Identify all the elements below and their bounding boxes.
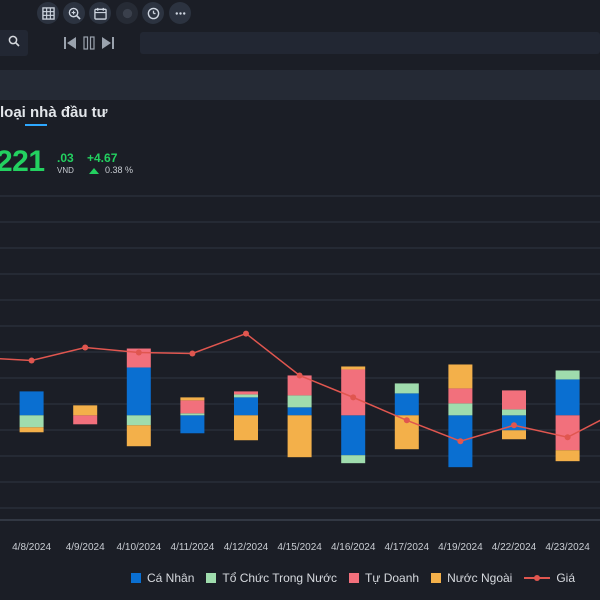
bar-to-chuc — [234, 394, 258, 398]
price-change-percent: 0.38 % — [105, 165, 134, 175]
chart-panel — [0, 100, 600, 600]
bar-to-chuc — [287, 395, 312, 408]
bar-to-chuc — [394, 383, 419, 394]
bar-nuoc-ngoai — [555, 450, 580, 462]
bar-tu-doanh — [341, 369, 366, 416]
bar-tu-doanh — [448, 388, 473, 404]
x-tick-label: 4/12/2024 — [224, 542, 269, 553]
playback-bar — [0, 30, 600, 56]
calendar-icon[interactable] — [89, 2, 111, 24]
price-point — [189, 350, 196, 357]
bar-nuoc-ngoai — [73, 405, 98, 416]
price-point — [135, 349, 142, 356]
bar-nuoc-ngoai — [180, 397, 205, 401]
top-toolbar — [0, 0, 600, 28]
skip-end-icon[interactable] — [100, 34, 116, 52]
price-point — [564, 434, 571, 441]
bar-to-chuc — [448, 403, 473, 416]
price-point — [457, 438, 464, 445]
clock-icon[interactable] — [142, 2, 164, 24]
chart-legend: Cá Nhân Tổ Chức Trong Nước Tự Doanh Nước… — [131, 571, 587, 585]
bar-ca-nhan — [287, 407, 312, 416]
bar-to-chuc — [19, 415, 44, 428]
x-tick-label: 4/17/2024 — [385, 542, 430, 553]
price-point — [296, 372, 303, 379]
x-tick-label: 4/23/2024 — [545, 542, 590, 553]
bar-nuoc-ngoai — [448, 364, 473, 389]
bar-ca-nhan — [394, 393, 419, 416]
price-point — [511, 422, 517, 429]
legend-label: Giá — [556, 571, 576, 585]
x-tick-label: 4/8/2024 — [12, 542, 51, 553]
price-point — [82, 344, 89, 351]
disabled-circle-icon — [116, 2, 138, 24]
bar-to-chuc — [180, 413, 205, 416]
bar-ca-nhan — [19, 391, 44, 416]
legend-item-nuoc-ngoai[interactable]: Nước Ngoài — [431, 571, 512, 585]
legend-swatch-ca-nhan — [131, 573, 141, 583]
legend-swatch-nuoc-ngoai — [431, 573, 442, 583]
legend-label: Tổ Chức Trong Nước — [222, 571, 338, 585]
more-icon[interactable] — [169, 2, 191, 24]
legend-swatch-gia — [524, 573, 551, 583]
search-button[interactable] — [0, 30, 28, 56]
legend-swatch-to-chuc — [206, 573, 217, 583]
legend-item-gia[interactable]: Giá — [524, 571, 575, 585]
bar-ca-nhan — [180, 415, 205, 434]
bar-tu-doanh — [502, 390, 526, 410]
bar-nuoc-ngoai — [502, 430, 526, 440]
title-underline — [25, 124, 47, 126]
legend-label: Nước Ngoài — [447, 571, 513, 585]
x-tick-label: 4/16/2024 — [331, 542, 376, 553]
legend-item-tu-doanh[interactable]: Tự Doanh — [349, 571, 419, 585]
x-tick-label: 4/19/2024 — [438, 542, 483, 553]
bar-ca-nhan — [341, 415, 366, 456]
bar-tu-doanh — [287, 375, 312, 396]
bar-tu-doanh — [180, 400, 205, 414]
bar-tu-doanh — [73, 415, 98, 425]
bar-nuoc-ngoai — [19, 427, 44, 433]
bar-ca-nhan — [126, 367, 151, 416]
price-decimals: .03 — [57, 151, 74, 165]
legend-swatch-tu-doanh — [349, 573, 360, 583]
legend-item-to-chuc[interactable]: Tổ Chức Trong Nước — [206, 571, 337, 585]
bar-tu-doanh — [234, 391, 258, 395]
x-tick-label: 4/9/2024 — [66, 542, 105, 553]
up-arrow-icon — [89, 168, 99, 174]
price-point — [403, 417, 410, 424]
bar-ca-nhan — [555, 379, 580, 416]
legend-label: Tự Doanh — [365, 571, 420, 585]
investor-flow-chart: 44/8/20244/9/20244/10/20244/11/20244/12/… — [0, 195, 600, 553]
legend-label: Cá Nhân — [147, 571, 195, 585]
bar-nuoc-ngoai — [126, 425, 151, 447]
price-change: +4.67 — [87, 151, 118, 165]
search-icon — [8, 34, 20, 52]
price-point — [28, 357, 35, 364]
zoom-icon[interactable] — [63, 2, 85, 24]
bar-nuoc-ngoai — [287, 415, 312, 458]
filter-band — [0, 70, 600, 100]
price-main: 221 — [0, 145, 45, 178]
price-point — [243, 330, 249, 337]
bar-nuoc-ngoai — [234, 415, 258, 441]
bar-to-chuc — [341, 455, 366, 464]
table-icon[interactable] — [37, 2, 59, 24]
playback-strip — [140, 32, 600, 54]
x-tick-label: 4/11/2024 — [171, 542, 215, 553]
chart-title: loại nhà đầu tư — [0, 104, 108, 121]
x-tick-label: 4/10/2024 — [117, 542, 162, 553]
x-tick-label: 4/22/2024 — [492, 542, 537, 553]
legend-item-ca-nhan[interactable]: Cá Nhân — [131, 571, 194, 585]
x-tick-label: 4/15/2024 — [277, 542, 322, 553]
pause-icon[interactable] — [81, 34, 97, 52]
price-point — [350, 394, 357, 401]
bar-nuoc-ngoai — [341, 366, 366, 370]
bar-to-chuc — [502, 409, 526, 416]
price-unit: VND — [57, 166, 74, 175]
skip-start-icon[interactable] — [62, 34, 78, 52]
bar-to-chuc — [126, 415, 151, 426]
bar-to-chuc — [555, 370, 580, 380]
bar-ca-nhan — [234, 397, 258, 416]
